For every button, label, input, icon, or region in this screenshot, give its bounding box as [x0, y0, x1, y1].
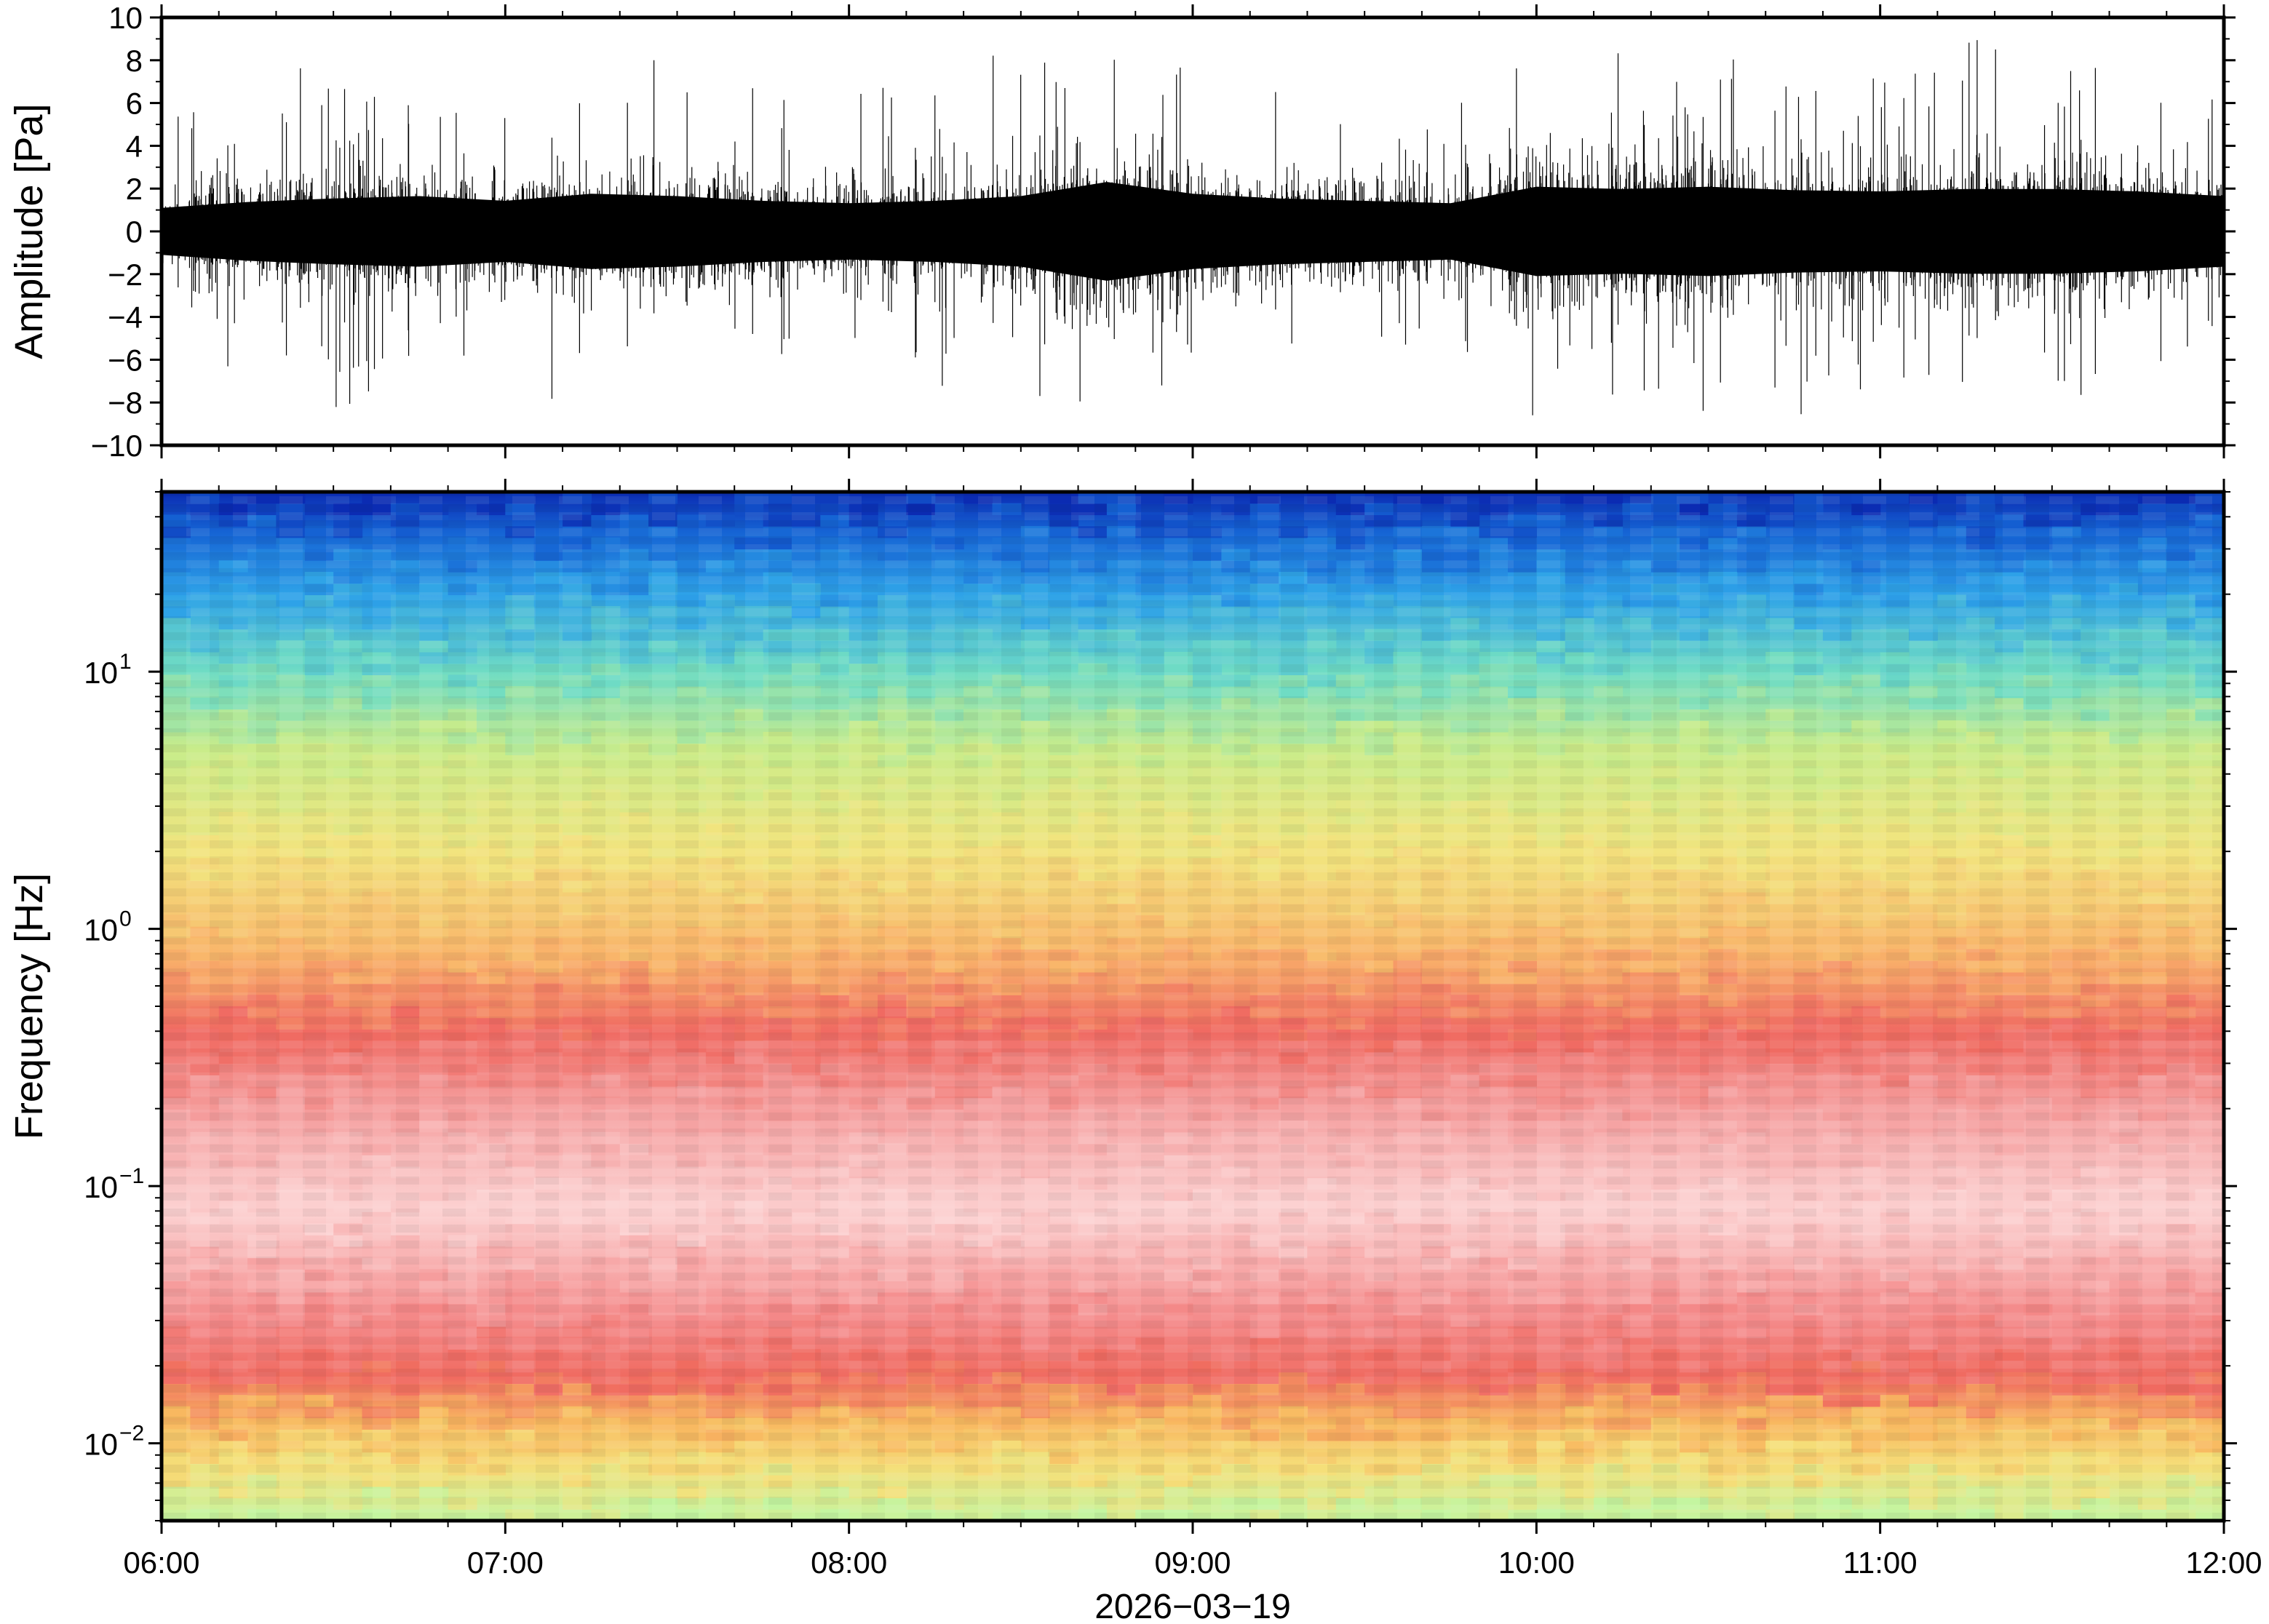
x-tick-label: 11:00 [1843, 1545, 1918, 1580]
spectrogram-y-tick-exponent: −1 [119, 1164, 144, 1188]
spectrogram-frame [159, 490, 2226, 1523]
waveform-y-tick-label: 0 [126, 215, 143, 249]
x-tick-label: 09:00 [1154, 1545, 1231, 1580]
x-tick-label: 08:00 [811, 1545, 887, 1580]
spectrogram-y-tick-label: 10 [84, 1170, 118, 1204]
spectrogram-y-tick-label: 10 [84, 1428, 118, 1462]
waveform-y-tick-label: 10 [108, 1, 143, 35]
waveform-y-ticks: −10 −8 −6 −4 −2 0 2 4 6 8 10 [91, 1, 2236, 463]
spectrogram-overlay [162, 492, 2224, 1521]
waveform-y-tick-label: 2 [126, 172, 143, 206]
waveform-y-tick-label: −10 [91, 429, 143, 463]
waveform-y-tick-label: −4 [108, 300, 143, 335]
waveform-core [162, 182, 2224, 281]
waveform-y-tick-label: 6 [126, 87, 143, 121]
x-tick-label: 06:00 [123, 1545, 199, 1580]
spectrogram-y-tick-label: 10 [84, 656, 118, 690]
waveform-y-tick-label: −8 [108, 386, 143, 420]
waveform-series [162, 40, 2224, 415]
waveform-y-tick-label: −6 [108, 343, 143, 377]
waveform-y-tick-label: 8 [126, 44, 143, 78]
x-axis-date-label: 2026−03−19 [1094, 1588, 1291, 1624]
x-tick-label: 12:00 [2185, 1545, 2262, 1580]
spectrogram-y-axis-label: Frequency [Hz] [7, 873, 51, 1139]
waveform-y-axis-label: Amplitude [Pa] [7, 103, 51, 359]
spectrogram-y-tick-exponent: −2 [119, 1422, 144, 1446]
waveform-panel: −10 −8 −6 −4 −2 0 2 4 6 8 10 Amplitude [Pa] [7, 1, 2236, 463]
spectrogram-x-ticks: 06:00 07:00 08:00 09:00 10:00 11:00 12:00 [123, 479, 2262, 1580]
waveform-y-tick-label: 4 [126, 129, 143, 163]
spectrogram-y-tick-exponent: 1 [119, 650, 132, 674]
x-tick-label: 10:00 [1498, 1545, 1575, 1580]
x-tick-label: 07:00 [467, 1545, 544, 1580]
waveform-y-tick-label: −2 [108, 258, 143, 292]
waveform-frame [159, 15, 2226, 447]
spectrogram-y-tick-exponent: 0 [119, 907, 132, 931]
spectrogram-image [162, 492, 2224, 1521]
spectrogram-y-tick-label: 10 [84, 913, 118, 947]
